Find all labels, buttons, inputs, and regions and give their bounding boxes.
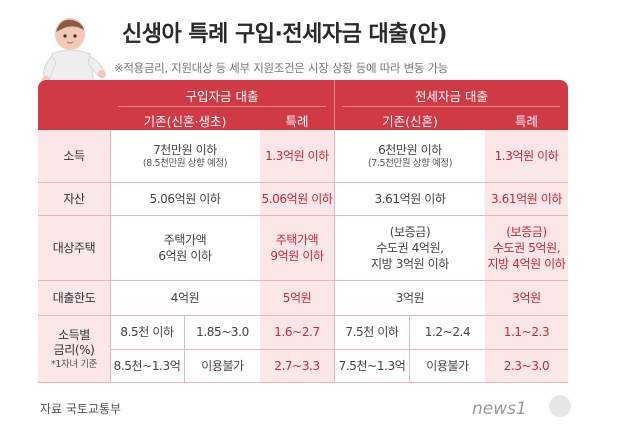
housing-jeonse-special: (보증금) 수도권 5억원, 지방 4억원 이하 (487, 224, 566, 272)
rate-r1-purchase-band: 8.5천 이하 (120, 325, 174, 340)
rate-r2-purchase-special: 2.7~3.3 (274, 358, 320, 373)
header-purchase-special: 특례 (285, 114, 309, 129)
header-purchase-existing: 기존(신혼·생초) (143, 114, 227, 129)
row-label-income: 소득 (63, 148, 85, 163)
rate-r1-purchase-special: 1.6~2.7 (274, 325, 320, 340)
note-text: ※적용금리, 지원대상 등 세부 지원조건은 시장 상황 등에 따라 변동 가능 (114, 61, 449, 75)
loan-comparison-table: 구입자금 대출 전세자금 대출 기존(신혼·생초) 특례 기존(신혼) 특례 소… (38, 80, 568, 383)
rate-r2-jeonse-existing: 이용불가 (426, 358, 469, 373)
limit-jeonse-existing: 3억원 (395, 290, 425, 305)
housing-purchase-existing: 주택가액 6억원 이하 (158, 232, 212, 263)
news1-logo-icon: news1 (472, 395, 571, 419)
assets-jeonse-special: 3.61억원 이하 (490, 191, 563, 206)
header-jeonse-existing: 기존(신혼) (382, 114, 438, 129)
header-jeonse-special: 특례 (514, 114, 538, 129)
rate-r1-jeonse-existing: 1.2~2.4 (424, 325, 471, 340)
assets-purchase-existing: 5.06억원 이하 (149, 191, 221, 206)
source-credit: 자료 국토교통부 (40, 402, 122, 416)
housing-purchase-special: 주택가액 9억원 이하 (270, 232, 324, 263)
income-jeonse-existing: 6천만원 이하 (7.5천만원 상향 예정) (367, 142, 453, 169)
row-label-rate: 소득별 금리(%) *1자녀 기준 (51, 327, 97, 370)
assets-jeonse-existing: 3.61억원 이하 (374, 191, 446, 206)
rate-r2-jeonse-band: 7.5천~1.3억 (338, 358, 406, 373)
income-purchase-existing: 7천만원 이하 (8.5천만원 상향 예정) (142, 142, 228, 169)
rate-r1-jeonse-band: 7.5천 이하 (345, 325, 399, 340)
logo-text: news1 (472, 399, 527, 419)
page-title: 신생아 특례 구입·전세자금 대출(안) (122, 22, 447, 47)
limit-purchase-existing: 4억원 (170, 290, 200, 305)
row-label-housing: 대상주택 (52, 240, 96, 255)
row-label-limit: 대출한도 (52, 290, 96, 305)
assets-purchase-special: 5.06억원 이하 (261, 191, 333, 206)
rate-r1-purchase-existing: 1.85~3.0 (196, 325, 249, 340)
header-jeonse-group: 전세자금 대출 (415, 89, 488, 104)
rate-r2-jeonse-special: 2.3~3.0 (503, 358, 550, 373)
rate-r2-purchase-existing: 이용불가 (201, 358, 244, 373)
income-jeonse-special: 1.3억원 이하 (494, 148, 559, 163)
income-purchase-special: 1.3억원 이하 (265, 148, 329, 163)
row-label-assets: 자산 (63, 191, 85, 206)
rate-r2-purchase-band: 8.5천~1.3억 (113, 358, 181, 373)
table-header (38, 80, 568, 130)
header-purchase-group: 구입자금 대출 (185, 89, 259, 104)
housing-jeonse-existing: (보증금) 수도권 4억원, 지방 3억원 이하 (371, 224, 449, 272)
rate-r1-jeonse-special: 1.1~2.3 (503, 325, 550, 340)
limit-jeonse-special: 3억원 (512, 290, 541, 305)
limit-purchase-special: 5억원 (282, 290, 312, 305)
